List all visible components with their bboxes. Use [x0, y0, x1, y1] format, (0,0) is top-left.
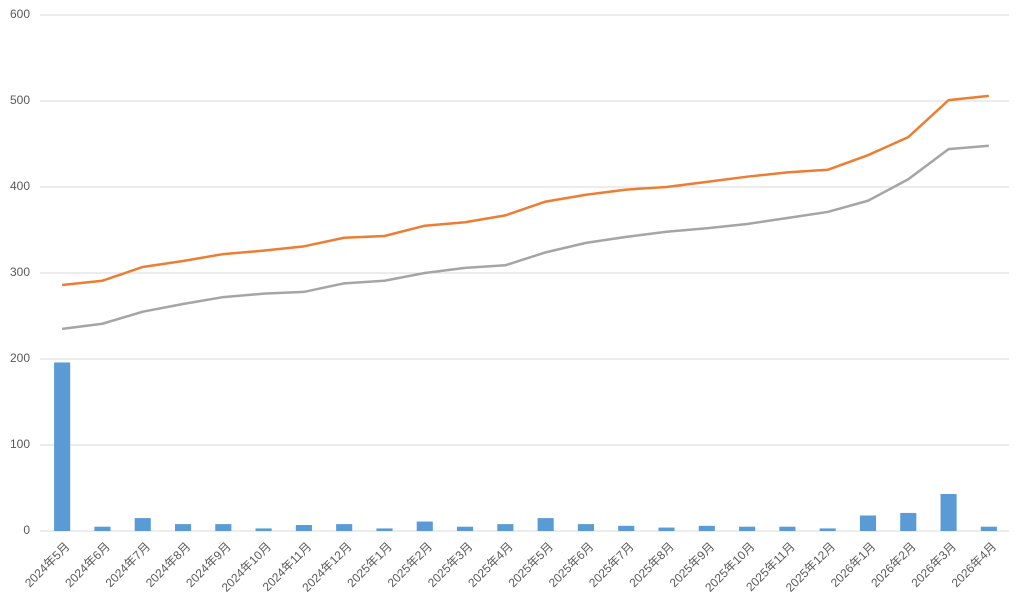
- bar: [54, 362, 71, 531]
- bar: [739, 526, 756, 531]
- y-tick-label: 500: [10, 93, 30, 107]
- line: [61, 144, 989, 331]
- y-tick-label: 400: [10, 179, 30, 193]
- y-tick-label: 100: [10, 437, 30, 451]
- bar: [980, 526, 997, 531]
- bar: [215, 524, 232, 531]
- y-tick-label: 200: [10, 351, 30, 365]
- bar: [336, 524, 353, 531]
- y-tick-label: 0: [23, 523, 30, 537]
- bar: [577, 524, 594, 531]
- bar: [859, 515, 877, 531]
- bar: [900, 512, 917, 531]
- y-tick-label: 600: [10, 7, 30, 21]
- bar: [376, 528, 393, 531]
- bar: [940, 494, 957, 531]
- bar: [819, 528, 836, 531]
- bar: [416, 521, 433, 531]
- bar: [618, 525, 635, 531]
- bar: [295, 524, 312, 531]
- bar: [537, 518, 554, 531]
- bar: [94, 526, 111, 531]
- bar: [698, 525, 715, 531]
- bar: [497, 524, 514, 531]
- bar: [457, 526, 474, 531]
- line: [62, 94, 989, 287]
- bar: [658, 527, 675, 531]
- bar: [779, 526, 796, 531]
- bar: [134, 518, 151, 531]
- y-tick-label: 300: [10, 265, 30, 279]
- bar: [174, 524, 192, 531]
- bar: [255, 528, 272, 531]
